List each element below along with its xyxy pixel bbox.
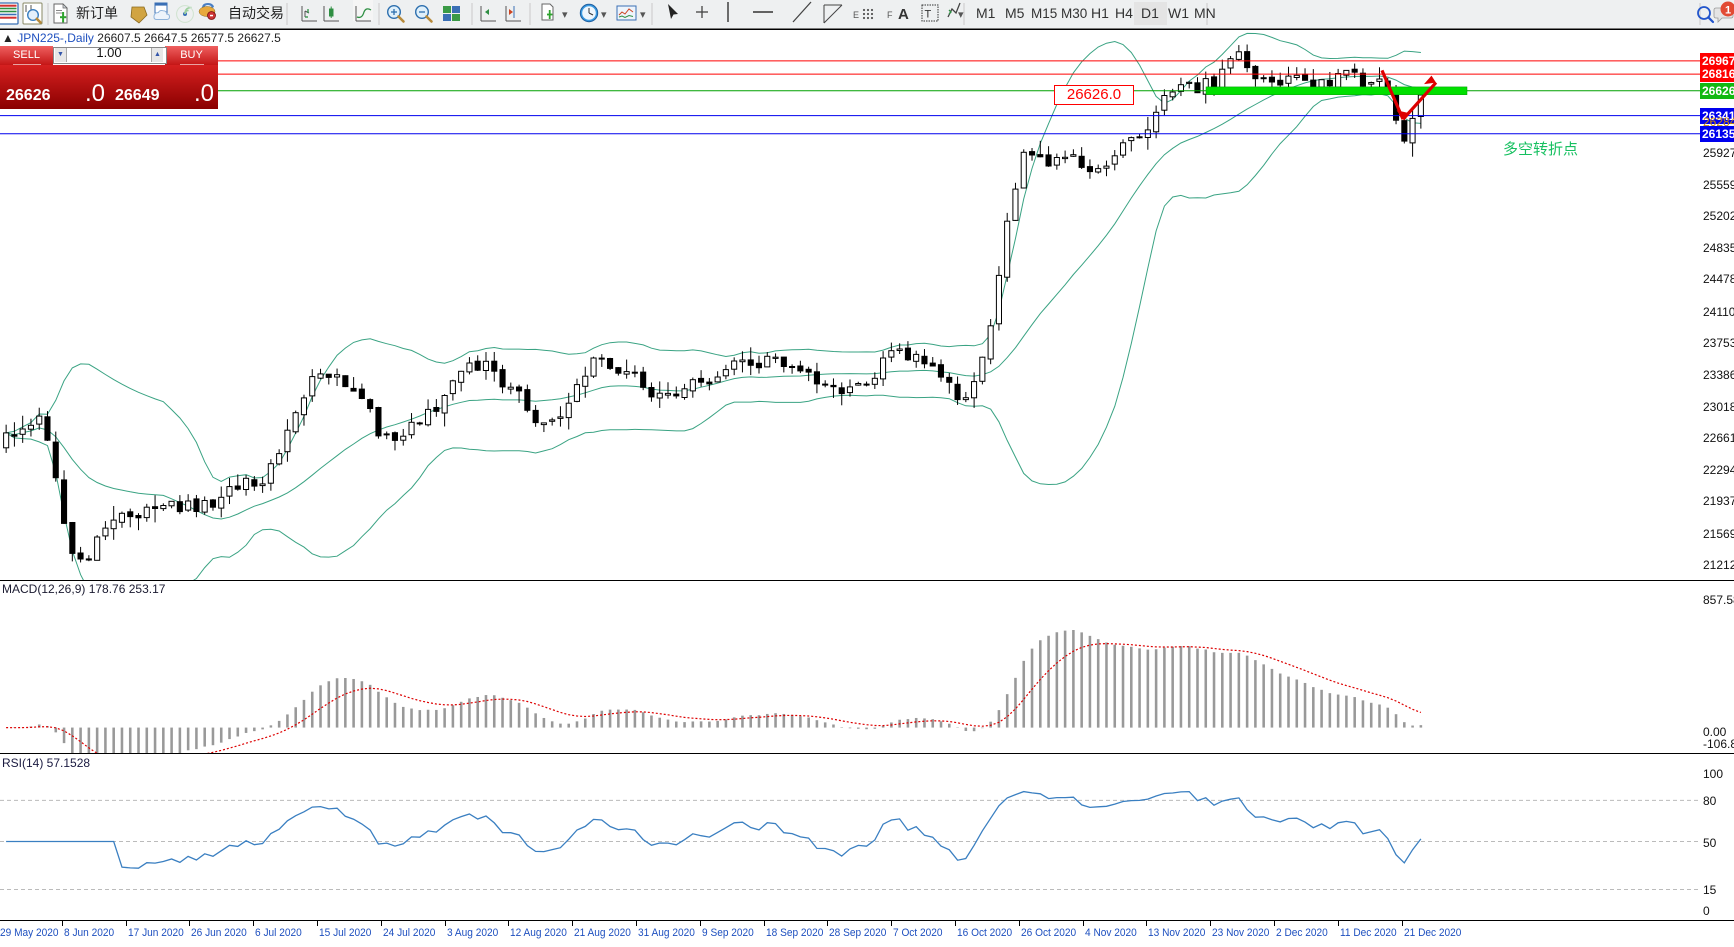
svg-text:▾: ▾ [640,9,646,21]
svg-text:A: A [898,6,909,23]
svg-text:T: T [925,9,932,21]
svg-text:新订单: 新订单 [76,5,118,21]
svg-text:M1: M1 [976,5,996,21]
svg-text:1: 1 [1725,5,1731,17]
svg-text:▾: ▾ [562,9,568,21]
svg-text:H1: H1 [1091,5,1109,21]
svg-text:M5: M5 [1005,5,1025,21]
svg-text:H4: H4 [1115,5,1133,21]
svg-text:自动交易: 自动交易 [228,5,284,21]
svg-text:▾: ▾ [601,9,607,21]
svg-text:W1: W1 [1168,5,1189,21]
svg-text:▾: ▾ [958,9,964,21]
svg-text:D1: D1 [1141,5,1159,21]
svg-text:M30: M30 [1061,6,1087,21]
svg-text:M15: M15 [1031,6,1057,21]
svg-text:E: E [853,10,859,20]
svg-text:F: F [887,10,893,20]
svg-text:MN: MN [1194,5,1216,21]
